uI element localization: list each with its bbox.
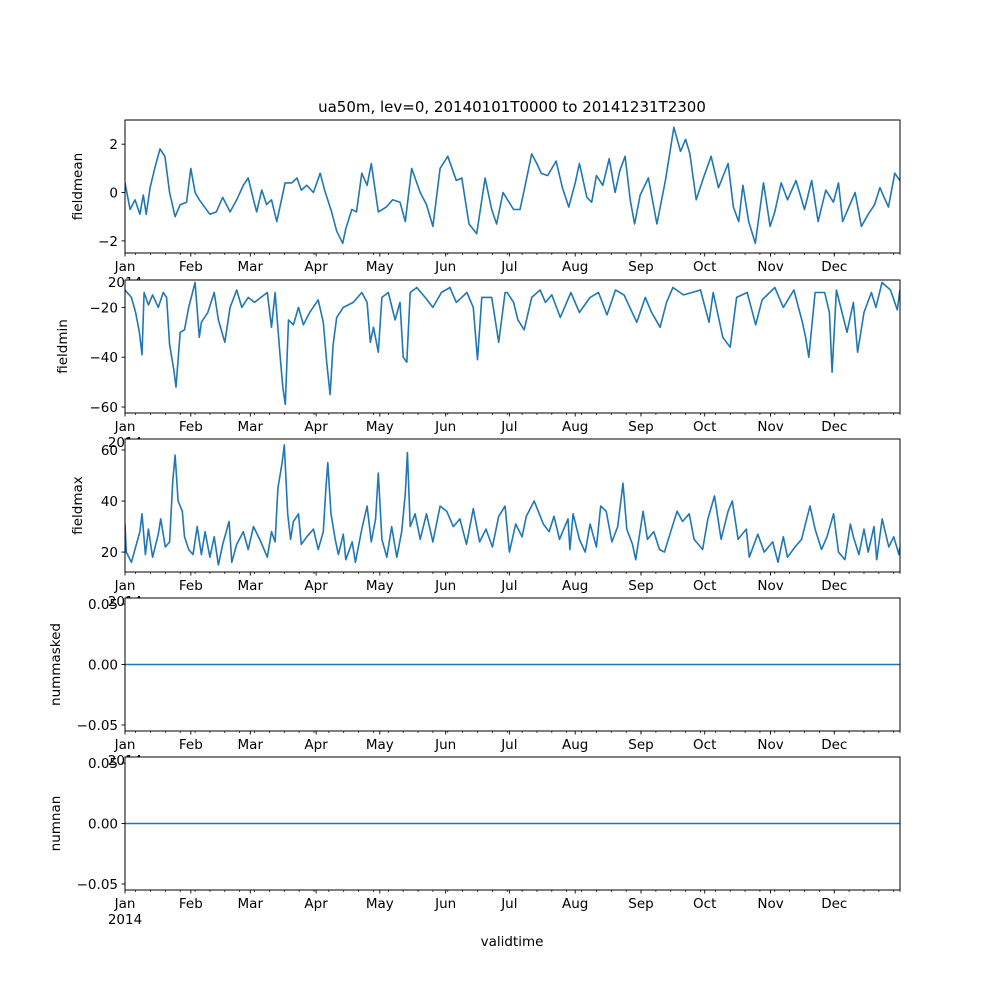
y-axis-label: numnan xyxy=(48,796,64,852)
y-tick-label: −60 xyxy=(90,400,119,416)
x-tick-label: Jan xyxy=(114,737,136,753)
x-tick-label: May xyxy=(366,896,394,912)
fieldmin-series-line xyxy=(125,281,900,406)
x-tick-label: Jul xyxy=(500,259,517,275)
y-axis-label: nummasked xyxy=(48,623,64,706)
y-axis-label: fieldmax xyxy=(70,476,86,535)
x-tick-label: Apr xyxy=(304,578,328,594)
panel-fieldmean: −202fieldmeanJan2014FebMarAprMayJunJulAu… xyxy=(70,119,901,291)
x-tick-label: Feb xyxy=(179,259,203,275)
x-tick-label: Sep xyxy=(628,737,653,753)
y-tick-label: 20 xyxy=(101,545,118,561)
x-tick-year-label: 2014 xyxy=(108,912,142,928)
x-tick-label: Sep xyxy=(628,419,653,435)
axes-frame xyxy=(124,119,901,254)
x-tick-label: Apr xyxy=(304,737,328,753)
y-tick-label: 40 xyxy=(101,494,118,510)
panel-fieldmax: 204060fieldmaxJan2014FebMarAprMayJunJulA… xyxy=(70,438,901,610)
x-axis-label: validtime xyxy=(481,934,544,950)
x-tick-label: Mar xyxy=(238,896,264,912)
x-tick-label: May xyxy=(366,259,394,275)
y-tick-label: −20 xyxy=(90,300,119,316)
x-tick-label: Oct xyxy=(693,737,716,753)
x-tick-label: Nov xyxy=(757,896,783,912)
x-tick-label: Jul xyxy=(500,737,517,753)
y-tick-label: 0.05 xyxy=(88,756,118,772)
x-tick-label: Sep xyxy=(628,578,653,594)
x-tick-label: Jul xyxy=(500,578,517,594)
x-tick-label: Jun xyxy=(434,896,456,912)
x-tick-label: Mar xyxy=(238,419,264,435)
x-tick-label: Jun xyxy=(434,737,456,753)
y-axis-label: fieldmin xyxy=(55,319,71,374)
y-tick-label: 0.00 xyxy=(88,817,118,833)
axes-frame xyxy=(124,438,901,573)
y-tick-label: −0.05 xyxy=(77,877,118,893)
x-tick-label: Mar xyxy=(238,737,264,753)
x-tick-label: May xyxy=(366,578,394,594)
x-tick-label: Apr xyxy=(304,259,328,275)
fieldmax-series-line xyxy=(125,444,900,566)
x-tick-label: Dec xyxy=(821,578,847,594)
x-tick-label: Jun xyxy=(434,578,456,594)
x-tick-label: Sep xyxy=(628,896,653,912)
x-tick-label: Oct xyxy=(693,896,716,912)
x-tick-label: Aug xyxy=(562,896,588,912)
x-tick-label: Dec xyxy=(821,419,847,435)
y-tick-label: −40 xyxy=(90,350,119,366)
x-tick-label: Jun xyxy=(434,259,456,275)
plot-area xyxy=(125,120,900,253)
x-tick-label: Nov xyxy=(757,419,783,435)
y-axis-label: fieldmean xyxy=(70,153,86,220)
x-tick-label: Jan xyxy=(114,259,136,275)
x-tick-label: Jul xyxy=(500,419,517,435)
x-tick-label: Aug xyxy=(562,419,588,435)
x-tick-label: Feb xyxy=(179,737,203,753)
subplots: −202fieldmeanJan2014FebMarAprMayJunJulAu… xyxy=(48,119,901,928)
x-tick-label: Aug xyxy=(562,578,588,594)
y-tick-label: 0.00 xyxy=(88,658,118,674)
y-tick-label: 60 xyxy=(101,443,118,459)
axes-frame xyxy=(124,279,901,414)
y-tick-label: 0.05 xyxy=(88,597,118,613)
x-tick-label: Feb xyxy=(179,419,203,435)
x-tick-label: Dec xyxy=(821,259,847,275)
x-tick-label: Jan xyxy=(114,578,136,594)
chart-title: ua50m, lev=0, 20140101T0000 to 20141231T… xyxy=(318,98,706,116)
x-tick-label: Jan xyxy=(114,419,136,435)
x-tick-label: Feb xyxy=(179,896,203,912)
x-tick-label: Feb xyxy=(179,578,203,594)
x-tick-label: Nov xyxy=(757,259,783,275)
x-tick-label: Nov xyxy=(757,578,783,594)
x-tick-label: Mar xyxy=(238,578,264,594)
x-tick-label: Apr xyxy=(304,896,328,912)
y-tick-label: 2 xyxy=(109,137,118,153)
x-tick-label: Oct xyxy=(693,578,716,594)
x-tick-label: Jan xyxy=(114,896,136,912)
x-tick-label: Aug xyxy=(562,259,588,275)
x-tick-label: Dec xyxy=(821,737,847,753)
panel-nummasked: −0.050.000.05nummaskedJan2014FebMarAprMa… xyxy=(48,597,901,769)
y-tick-label: 0 xyxy=(109,186,118,202)
x-tick-label: Apr xyxy=(304,419,328,435)
x-tick-label: Dec xyxy=(821,896,847,912)
x-tick-label: May xyxy=(366,737,394,753)
plot-area xyxy=(125,439,900,572)
y-tick-label: −2 xyxy=(98,234,118,250)
x-tick-label: May xyxy=(366,419,394,435)
x-tick-label: Aug xyxy=(562,737,588,753)
y-tick-label: −0.05 xyxy=(77,718,118,734)
x-tick-label: Jul xyxy=(500,896,517,912)
x-tick-label: Jun xyxy=(434,419,456,435)
x-tick-label: Oct xyxy=(693,259,716,275)
panel-fieldmin: −60−40−20fieldminJan2014FebMarAprMayJunJ… xyxy=(55,279,901,451)
x-tick-label: Nov xyxy=(757,737,783,753)
fieldmean-series-line xyxy=(125,126,900,245)
x-tick-label: Oct xyxy=(693,419,716,435)
x-tick-label: Sep xyxy=(628,259,653,275)
x-tick-label: Mar xyxy=(238,259,264,275)
